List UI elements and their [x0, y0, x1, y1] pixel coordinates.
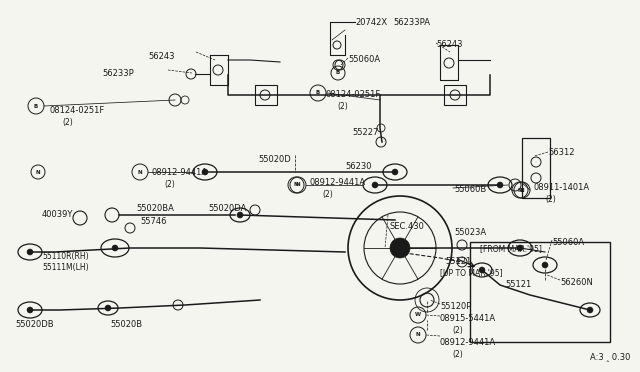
Text: [FROM MAR.'95]: [FROM MAR.'95]: [480, 244, 542, 253]
Text: 40039Y: 40039Y: [42, 210, 74, 219]
Text: 55120P: 55120P: [440, 302, 472, 311]
Text: N: N: [416, 333, 420, 337]
Text: 55060A: 55060A: [348, 55, 380, 64]
Text: N: N: [296, 183, 300, 187]
Text: B: B: [336, 71, 340, 76]
Text: N: N: [518, 187, 522, 192]
Text: 55020B: 55020B: [110, 320, 142, 329]
Circle shape: [112, 245, 118, 251]
Circle shape: [390, 238, 410, 258]
Text: 08912-9441A: 08912-9441A: [440, 338, 496, 347]
Text: 56243: 56243: [436, 40, 463, 49]
Text: [UP TO MAR.'95]: [UP TO MAR.'95]: [440, 268, 502, 277]
Text: 55023A: 55023A: [454, 228, 486, 237]
Text: 56230: 56230: [345, 162, 371, 171]
Text: 55121: 55121: [505, 280, 531, 289]
Text: 08124-0251F: 08124-0251F: [50, 106, 105, 115]
Text: B: B: [34, 103, 38, 109]
Text: (2): (2): [164, 180, 175, 189]
Text: 55020DA: 55020DA: [208, 204, 246, 213]
Text: 55060B: 55060B: [454, 185, 486, 194]
Circle shape: [497, 182, 503, 188]
Bar: [470, 242, 610, 342]
Text: 08912-9441A: 08912-9441A: [310, 178, 366, 187]
Text: 55020BA: 55020BA: [136, 204, 174, 213]
Circle shape: [237, 212, 243, 218]
Text: N: N: [520, 187, 524, 192]
Text: 55020D: 55020D: [258, 155, 291, 164]
Text: 56233PA: 56233PA: [393, 18, 430, 27]
Text: 55110R(RH): 55110R(RH): [42, 252, 88, 261]
Text: SEC.430: SEC.430: [390, 222, 425, 231]
Text: (2): (2): [545, 195, 556, 204]
Circle shape: [202, 169, 208, 175]
Circle shape: [587, 307, 593, 313]
Bar: [255, 85, 277, 105]
Text: W: W: [415, 312, 421, 317]
Text: (2): (2): [337, 102, 348, 111]
Text: (2): (2): [452, 350, 463, 359]
Circle shape: [542, 262, 548, 268]
Text: 08911-1401A: 08911-1401A: [533, 183, 589, 192]
Text: 08912-9441A: 08912-9441A: [152, 168, 208, 177]
Text: N: N: [138, 170, 142, 174]
Text: 55121: 55121: [445, 257, 471, 266]
Text: 55746: 55746: [140, 217, 166, 226]
Circle shape: [105, 305, 111, 311]
Circle shape: [27, 249, 33, 255]
Text: (2): (2): [322, 190, 333, 199]
Circle shape: [517, 245, 523, 251]
Text: 56243: 56243: [148, 52, 175, 61]
Text: N: N: [36, 170, 40, 174]
Circle shape: [27, 307, 33, 313]
Text: 56260N: 56260N: [560, 278, 593, 287]
Text: 55111M(LH): 55111M(LH): [42, 263, 88, 272]
Text: (2): (2): [62, 118, 73, 127]
Circle shape: [372, 182, 378, 188]
Circle shape: [479, 267, 485, 273]
Text: 08915-5441A: 08915-5441A: [440, 314, 496, 323]
Text: 55020DB: 55020DB: [15, 320, 54, 329]
Text: 55060A: 55060A: [552, 238, 584, 247]
Text: B: B: [316, 90, 320, 96]
Bar: [522, 138, 550, 198]
Circle shape: [392, 169, 398, 175]
Text: 56312: 56312: [548, 148, 575, 157]
Text: 55227: 55227: [352, 128, 378, 137]
Text: A:3 ‸ 0.30: A:3 ‸ 0.30: [589, 353, 630, 362]
Text: N: N: [294, 183, 298, 187]
Text: 20742X: 20742X: [355, 18, 387, 27]
Text: 08124-0251F: 08124-0251F: [325, 90, 380, 99]
Text: 56233P: 56233P: [102, 69, 134, 78]
Text: (2): (2): [452, 326, 463, 335]
Bar: [444, 85, 466, 105]
